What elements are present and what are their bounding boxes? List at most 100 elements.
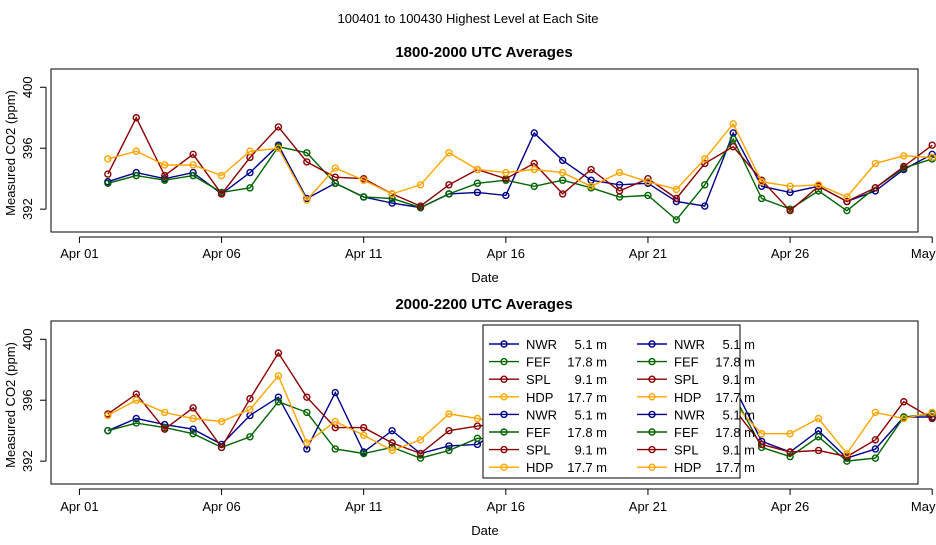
y-tick-label: 400 [20, 328, 35, 350]
data-point-fef [161, 176, 169, 184]
data-point-spl [359, 423, 368, 432]
data-point-hdp [132, 396, 140, 404]
legend-box [482, 324, 741, 479]
data-point-spl [672, 194, 681, 203]
legend-marker-spl [500, 445, 508, 454]
x-tick-label: Apr 26 [771, 499, 809, 514]
legend-marker-hdp [648, 463, 656, 471]
data-point-spl [274, 349, 283, 357]
legend-marker-hdp [648, 393, 656, 401]
data-point-hdp [132, 147, 140, 155]
legend-height-hdp: 17.7 m [715, 460, 755, 475]
legend-height-nwr: 5.1 m [574, 337, 607, 352]
x-tick-label: Apr 06 [202, 246, 240, 261]
legend-height-hdp: 17.7 m [567, 390, 607, 405]
data-point-fef [473, 434, 482, 442]
data-point-hdp [757, 430, 766, 438]
data-point-spl [757, 440, 766, 449]
data-point-nwr [388, 199, 396, 207]
data-point-hdp [303, 439, 311, 447]
data-point-fef [445, 190, 453, 198]
legend-height-hdp: 17.7 m [715, 390, 755, 405]
data-point-spl [416, 449, 425, 458]
data-point-fef [786, 452, 794, 461]
data-point-fef [189, 171, 197, 180]
legend-marker-nwr [648, 410, 656, 419]
data-point-fef [303, 149, 311, 157]
data-point-spl [217, 443, 226, 452]
legend-marker-hdp [500, 393, 508, 401]
data-point-fef [246, 433, 254, 441]
y-tick-label: 400 [20, 76, 35, 98]
legend-height-spl: 9.1 m [722, 443, 755, 458]
data-point-fef [331, 445, 339, 453]
data-point-spl [900, 398, 908, 406]
legend-label-nwr: NWR [674, 337, 705, 352]
data-point-hdp [359, 431, 368, 439]
data-point-hdp [900, 152, 908, 160]
data-point-nwr [331, 388, 339, 397]
data-point-spl [161, 171, 169, 180]
data-point-spl [587, 165, 595, 174]
data-point-spl [786, 448, 794, 456]
data-point-hdp [615, 168, 624, 177]
legend-height-nwr: 5.1 m [722, 407, 755, 422]
data-point-hdp [814, 414, 823, 423]
data-point-fef [445, 446, 453, 455]
series-line-hdp [107, 122, 933, 202]
legend-label-hdp: HDP [674, 460, 701, 475]
data-point-spl [900, 162, 908, 171]
panel-2000-2200: 2000-2200 UTC Averages Date Measured CO2… [3, 296, 936, 538]
y-tick-label: 392 [20, 198, 35, 220]
data-point-hdp [587, 182, 595, 190]
data-point-nwr [445, 442, 453, 450]
legend-marker-spl [500, 375, 508, 383]
legend-height-nwr: 5.1 m [574, 407, 607, 422]
x-tick-label: Apr 16 [487, 499, 525, 514]
data-point-fef [274, 398, 283, 406]
x-tick-label: Apr 21 [629, 499, 667, 514]
y-axis-label: Measured CO2 (ppm) [3, 342, 18, 468]
data-point-hdp [217, 171, 226, 180]
data-point-hdp [388, 446, 396, 455]
x-tick-label: May 01 [911, 246, 936, 261]
x-tick-label: May 01 [911, 499, 936, 514]
data-point-nwr [132, 414, 140, 423]
legend-marker-fef [648, 428, 656, 436]
data-point-nwr [558, 156, 567, 165]
data-point-nwr [189, 425, 197, 433]
data-point-spl [445, 426, 453, 435]
data-point-nwr [871, 445, 880, 453]
y-tick-label: 396 [20, 389, 35, 411]
legend-label-nwr: NWR [526, 407, 557, 422]
data-point-fef [701, 181, 709, 189]
panel-title: 1800-2000 UTC Averages [395, 44, 572, 61]
data-point-hdp [445, 149, 453, 157]
data-point-nwr [473, 188, 482, 197]
data-point-hdp [928, 408, 936, 417]
data-point-hdp [161, 408, 169, 417]
data-point-hdp [104, 155, 112, 163]
data-point-hdp [786, 430, 794, 438]
data-point-hdp [331, 417, 339, 426]
data-point-hdp [473, 414, 482, 423]
legend-label-nwr: NWR [526, 337, 557, 352]
data-point-hdp [331, 164, 339, 172]
legend-label-hdp: HDP [526, 460, 553, 475]
legend-label-nwr: NWR [674, 407, 705, 422]
data-point-spl [246, 394, 254, 403]
data-point-fef [729, 135, 737, 143]
legend-label-spl: SPL [674, 372, 699, 387]
data-point-spl [786, 206, 794, 215]
data-point-spl [871, 184, 880, 192]
data-point-fef [416, 454, 425, 462]
data-point-spl [189, 150, 197, 159]
legend-height-hdp: 17.7 m [567, 460, 607, 475]
data-point-spl [217, 190, 226, 198]
data-point-hdp [189, 161, 197, 169]
data-point-hdp [701, 155, 709, 163]
data-point-spl [729, 142, 737, 151]
x-tick-label: Apr 21 [629, 246, 667, 261]
legend-label-fef: FEF [674, 425, 699, 440]
data-point-hdp [871, 408, 880, 417]
